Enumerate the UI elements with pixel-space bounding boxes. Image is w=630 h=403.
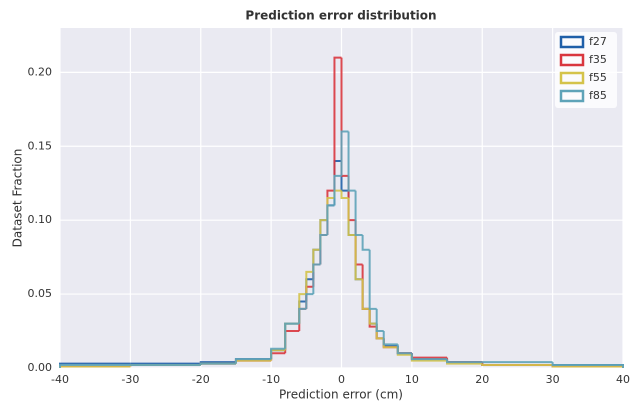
histogram-step [340, 190, 349, 199]
x-axis-label: Prediction error (cm) [279, 388, 403, 402]
histogram-step [284, 322, 300, 349]
histogram-step [354, 190, 363, 236]
x-tick-label: 40 [616, 373, 630, 386]
y-tick-label: 0.20 [28, 65, 53, 78]
histogram-step [368, 249, 377, 310]
histogram-step [368, 308, 377, 325]
histogram-step [59, 364, 131, 368]
histogram-step [551, 362, 624, 368]
histogram-step [410, 353, 448, 361]
y-axis-label: Dataset Fraction [11, 149, 25, 248]
histogram-step [347, 198, 356, 236]
y-tick-label: 0.00 [28, 361, 53, 374]
histogram-step [361, 279, 370, 310]
legend-box [555, 32, 617, 108]
histogram-step [361, 234, 370, 251]
histogram-step [354, 234, 363, 281]
y-tick-label: 0.05 [28, 287, 53, 300]
legend-swatch [559, 71, 585, 85]
histogram-step [234, 358, 272, 364]
histogram-step [270, 347, 286, 360]
legend-label: f35 [589, 53, 607, 66]
histogram-step [199, 362, 236, 366]
histogram-step [305, 270, 314, 295]
histogram-step [375, 308, 384, 333]
x-tick-label: 30 [546, 373, 560, 386]
histogram-step [333, 174, 342, 206]
x-tick-label: -10 [262, 373, 280, 386]
y-tick-label: 0.10 [28, 213, 53, 226]
legend-label: f55 [589, 71, 607, 84]
legend-swatch [559, 89, 585, 103]
x-tick-label: -20 [192, 373, 210, 386]
histogram-step [305, 293, 314, 309]
histogram-step [326, 204, 335, 235]
x-tick-label: 10 [405, 373, 419, 386]
histogram-step [298, 307, 307, 324]
histogram-step [382, 331, 398, 346]
histogram-step [396, 344, 412, 355]
histogram-step [340, 130, 349, 176]
y-tick-label: 0.15 [28, 139, 53, 152]
x-tick-label: 20 [475, 373, 489, 386]
x-tick-label: -30 [121, 373, 139, 386]
x-tick-label: 0 [338, 373, 345, 386]
x-tick-label: -40 [51, 373, 69, 386]
histogram-step [481, 363, 553, 367]
legend-swatch [559, 53, 585, 67]
chart-title: Prediction error distribution [245, 9, 436, 23]
histogram-step [446, 359, 483, 364]
legend-swatch [559, 35, 585, 49]
histogram-step [312, 263, 321, 295]
histogram-step [333, 56, 342, 191]
legend-label: f27 [589, 35, 607, 48]
histogram-step [319, 233, 328, 265]
legend-label: f85 [589, 89, 607, 102]
histogram-step [347, 131, 356, 192]
